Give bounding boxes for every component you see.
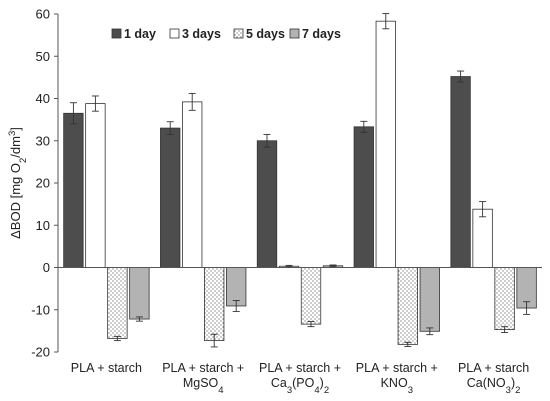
- legend-label: 5 days: [246, 27, 285, 41]
- legend-label: 3 days: [182, 27, 221, 41]
- bar: [375, 20, 396, 268]
- y-tick-label: 20: [36, 176, 50, 191]
- bar: [494, 267, 515, 331]
- y-tick-label: -20: [31, 345, 50, 360]
- legend-swatch: [169, 28, 180, 39]
- category-label: PLA + starch: [458, 361, 529, 375]
- bar: [472, 208, 493, 268]
- legend-swatch: [289, 28, 300, 39]
- category-label: PLA + starch: [71, 361, 142, 375]
- bar: [63, 112, 84, 268]
- legend-label: 7 days: [302, 27, 341, 41]
- legend-label: 1 day: [124, 27, 156, 41]
- bar: [85, 103, 106, 268]
- y-tick-label: 10: [36, 218, 50, 233]
- bar: [129, 267, 150, 320]
- y-tick-label: 0: [43, 260, 50, 275]
- bar: [300, 267, 322, 325]
- y-tick-label: 60: [36, 7, 50, 22]
- category-label: Ca(NO3)2: [467, 376, 521, 396]
- bar: [419, 267, 440, 332]
- bar: [204, 267, 225, 341]
- category-label: MgSO4: [183, 376, 224, 396]
- y-tick-label: -10: [31, 302, 50, 317]
- plot-area: [63, 13, 537, 348]
- category-label: KNO3: [381, 376, 413, 396]
- bar: [160, 127, 181, 268]
- bar: [397, 267, 418, 345]
- category-label: PLA + starch +: [259, 361, 341, 375]
- category-label: PLA + starch +: [356, 361, 438, 375]
- y-tick-label: 40: [36, 91, 50, 106]
- bar: [450, 76, 471, 268]
- y-tick-label: 30: [36, 133, 50, 148]
- bar: [353, 126, 374, 268]
- category-label: Ca3(PO4)2: [271, 376, 329, 396]
- y-axis-title: ΔBOD [mg O2/dm3]: [7, 127, 29, 239]
- bar: [182, 101, 203, 268]
- y-tick-label: 50: [36, 49, 50, 64]
- legend-swatch: [111, 28, 122, 39]
- bar: [107, 267, 128, 339]
- category-label: PLA + starch +: [162, 361, 244, 375]
- legend-swatch: [233, 28, 244, 39]
- axes: -20 -10 0 10 20 30 40 50 60 PLA + starch PLA + sta…: [7, 7, 542, 396]
- bar: [256, 140, 278, 268]
- legend: 1 day 3 days 5 days 7 days: [111, 27, 341, 41]
